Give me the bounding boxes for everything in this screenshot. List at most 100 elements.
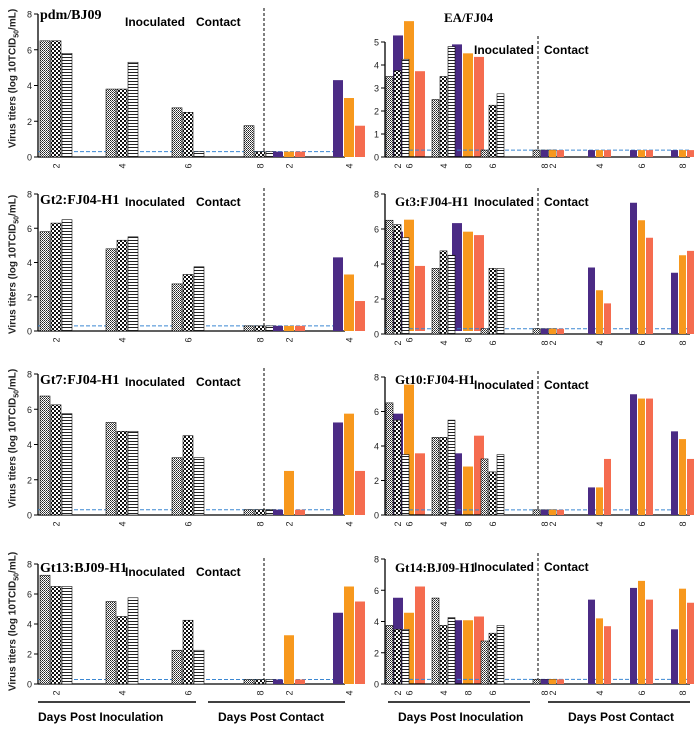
x-tick-label: 2 xyxy=(52,337,62,342)
inoc-bar xyxy=(385,402,394,516)
x-tick-label: 6 xyxy=(184,337,194,342)
contact-bar xyxy=(687,602,694,684)
x-tick-label: 4 xyxy=(118,521,128,526)
x-tick-label: 8 xyxy=(464,337,474,342)
contact-bar xyxy=(404,384,414,515)
y-tick-label: 8 xyxy=(27,10,32,20)
inoc-bar xyxy=(193,266,205,332)
inoc-bar xyxy=(532,149,541,158)
inoc-bar xyxy=(447,617,456,685)
x-tick-label: 2 xyxy=(52,163,62,168)
inoc-bar xyxy=(439,625,448,685)
contact-label: Contact xyxy=(196,565,241,579)
panel-title: Gt3:FJ04-H1 xyxy=(395,194,469,209)
days-post-contact-label-right: Days Post Contact xyxy=(568,710,675,724)
inoc-bar xyxy=(243,679,255,685)
y-tick-label: 4 xyxy=(27,81,32,91)
contact-bar xyxy=(638,150,645,157)
x-tick-label: 8 xyxy=(540,690,550,695)
inoc-bar xyxy=(532,328,541,335)
inoc-bar xyxy=(496,93,505,158)
contact-bar xyxy=(557,150,564,157)
inoc-bar xyxy=(182,435,194,516)
x-tick-label: 2 xyxy=(393,690,403,695)
contact-bar xyxy=(604,458,611,515)
contact-bar xyxy=(596,150,603,157)
x-tick-label: 2 xyxy=(285,163,295,168)
contact-bar xyxy=(604,150,611,157)
inoc-bar xyxy=(39,231,51,332)
contact-bar xyxy=(630,202,637,334)
x-tick-label: 6 xyxy=(405,521,415,526)
y-tick-label: 0 xyxy=(27,327,32,337)
contact-bar xyxy=(474,235,484,331)
inoc-bar xyxy=(50,586,62,685)
contact-bar xyxy=(295,679,305,684)
inoc-bar xyxy=(488,268,497,335)
inoc-bar xyxy=(488,471,497,516)
inoc-bar xyxy=(488,632,497,685)
contact-bar xyxy=(344,274,354,331)
contact-bar xyxy=(671,431,678,515)
x-tick-label: 6 xyxy=(405,163,415,168)
inoc-bar xyxy=(116,88,128,158)
inoc-bar xyxy=(105,248,117,332)
y-tick-label: 2 xyxy=(27,292,32,302)
y-tick-label: 2 xyxy=(374,107,379,117)
contact-bar xyxy=(415,453,425,515)
contact-bar xyxy=(452,453,462,515)
inoculated-label: Inoculated xyxy=(474,560,534,574)
contact-bar xyxy=(415,586,425,684)
inoc-bar xyxy=(105,422,117,516)
x-tick-label: 4 xyxy=(345,521,355,526)
contact-label: Contact xyxy=(544,378,589,392)
x-tick-label: 4 xyxy=(595,340,605,345)
inoc-bar xyxy=(447,46,456,158)
x-tick-label: 8 xyxy=(256,163,266,168)
inoc-bar xyxy=(496,268,505,335)
contact-bar xyxy=(273,151,283,157)
contact-bar xyxy=(344,98,354,157)
inoc-bar xyxy=(116,239,128,332)
x-tick-label: 6 xyxy=(405,690,415,695)
y-tick-label: 2 xyxy=(374,476,379,486)
inoc-bar xyxy=(254,509,266,516)
y-axis-title-row4: Virus titers (log 10TCID50/mL) xyxy=(7,551,21,692)
inoculated-label: Inoculated xyxy=(125,565,185,579)
contact-label: Contact xyxy=(196,195,241,209)
y-axis-title-row2: Virus titers (log 10TCID50/mL) xyxy=(7,194,21,335)
x-tick-label: 6 xyxy=(488,163,498,168)
contact-bar xyxy=(596,487,603,515)
inoc-bar xyxy=(401,237,410,335)
panel-title: Gt7:FJ04-H1 xyxy=(40,373,119,388)
contact-bar xyxy=(415,71,425,157)
inoc-bar xyxy=(127,236,139,332)
contact-bar xyxy=(549,150,556,157)
inoc-bar xyxy=(39,574,51,685)
contact-bar xyxy=(646,150,653,157)
y-tick-label: 5 xyxy=(374,38,379,48)
contact-bar xyxy=(646,237,653,334)
inoc-bar xyxy=(193,457,205,516)
x-tick-label: 2 xyxy=(285,521,295,526)
inoc-bar xyxy=(488,104,497,158)
inoc-bar xyxy=(182,112,194,158)
contact-bar xyxy=(588,599,595,684)
y-tick-label: 3 xyxy=(374,84,379,94)
contact-bar xyxy=(630,150,637,157)
y-tick-label: 6 xyxy=(27,224,32,234)
contact-bar xyxy=(549,679,556,684)
days-post-inoculation-label-left: Days Post Inoculation xyxy=(38,710,164,724)
days-post-inoculation-label-right: Days Post Inoculation xyxy=(398,710,524,724)
inoc-bar xyxy=(193,151,205,158)
inoc-bar xyxy=(385,625,394,685)
inoc-bar xyxy=(243,125,255,158)
y-tick-label: 4 xyxy=(374,617,379,627)
x-tick-label: 8 xyxy=(464,521,474,526)
x-tick-label: 6 xyxy=(488,340,498,345)
panel-p5: 0 2 4 6 8 Inoculated Contact Gt7:FJ04-H1 2 4 6 8 2 4 6… xyxy=(27,368,484,527)
x-tick-label: 6 xyxy=(637,690,647,695)
days-post-contact-label-left: Days Post Contact xyxy=(218,710,325,724)
